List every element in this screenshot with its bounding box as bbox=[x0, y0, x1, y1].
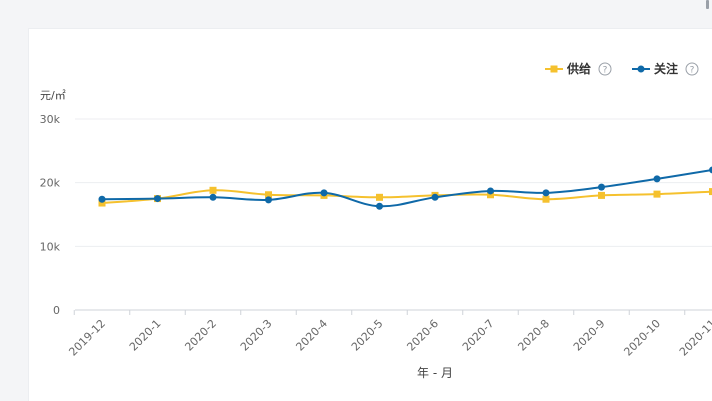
data-point[interactable] bbox=[210, 187, 217, 194]
data-point[interactable] bbox=[487, 187, 494, 194]
x-tick-label: 2020-7 bbox=[460, 317, 497, 354]
data-point[interactable] bbox=[376, 203, 383, 210]
y-tick-label: 0 bbox=[53, 304, 60, 317]
legend-item[interactable]: 关注? bbox=[632, 61, 698, 76]
series-group bbox=[99, 166, 712, 209]
grid-lines bbox=[75, 119, 712, 310]
x-tick-label: 2020-6 bbox=[404, 317, 441, 354]
data-point[interactable] bbox=[265, 196, 272, 203]
x-tick-label: 2020-1 bbox=[127, 317, 164, 354]
data-point[interactable] bbox=[432, 194, 439, 201]
data-point[interactable] bbox=[210, 194, 217, 201]
y-tick-label: 30k bbox=[40, 113, 61, 126]
legend-label: 供给 bbox=[566, 61, 591, 76]
x-tick-label: 2019-12 bbox=[66, 317, 108, 359]
x-tick-label: 2020-11 bbox=[677, 317, 712, 359]
x-tick-label: 2020-3 bbox=[238, 317, 275, 354]
legend-label: 关注 bbox=[654, 61, 678, 76]
svg-text:?: ? bbox=[603, 66, 608, 76]
data-point[interactable] bbox=[598, 192, 605, 199]
data-point[interactable] bbox=[654, 175, 661, 182]
help-circle-icon[interactable]: ? bbox=[599, 63, 611, 76]
data-point[interactable] bbox=[154, 195, 161, 202]
x-tick-label: 2020-4 bbox=[293, 317, 330, 354]
legend-item[interactable]: 供给? bbox=[545, 61, 611, 76]
x-tick-label: 2020-10 bbox=[621, 317, 663, 359]
legend-marker bbox=[638, 66, 645, 73]
help-circle-icon[interactable]: ? bbox=[686, 63, 698, 76]
legend-marker bbox=[551, 66, 558, 73]
data-point[interactable] bbox=[99, 196, 106, 203]
data-point[interactable] bbox=[321, 189, 328, 196]
series-line bbox=[102, 170, 712, 206]
x-tick-label: 2020-8 bbox=[515, 317, 552, 354]
x-axis-label: 年 - 月 bbox=[417, 366, 453, 380]
data-point[interactable] bbox=[598, 184, 605, 191]
y-tick-label: 10k bbox=[40, 240, 61, 253]
data-point[interactable] bbox=[654, 191, 661, 198]
x-tick-label: 2020-9 bbox=[571, 317, 608, 354]
data-point[interactable] bbox=[543, 196, 550, 203]
data-point[interactable] bbox=[543, 189, 550, 196]
x-tick-label: 2020-5 bbox=[349, 317, 386, 354]
y-axis: 0 10k 20k 30k bbox=[40, 113, 61, 317]
svg-text:?: ? bbox=[690, 66, 695, 76]
series-attention bbox=[99, 166, 712, 209]
x-tick-label: 2020-2 bbox=[182, 317, 219, 354]
legend: 供给?关注? bbox=[545, 61, 698, 76]
y-tick-label: 20k bbox=[40, 177, 61, 190]
data-point[interactable] bbox=[376, 194, 383, 201]
x-axis: 2019-12 2020-1 2020-2 2020-3 2020-4 2020-5 202… bbox=[66, 310, 712, 359]
y-axis-unit: 元/㎡ bbox=[40, 89, 66, 102]
